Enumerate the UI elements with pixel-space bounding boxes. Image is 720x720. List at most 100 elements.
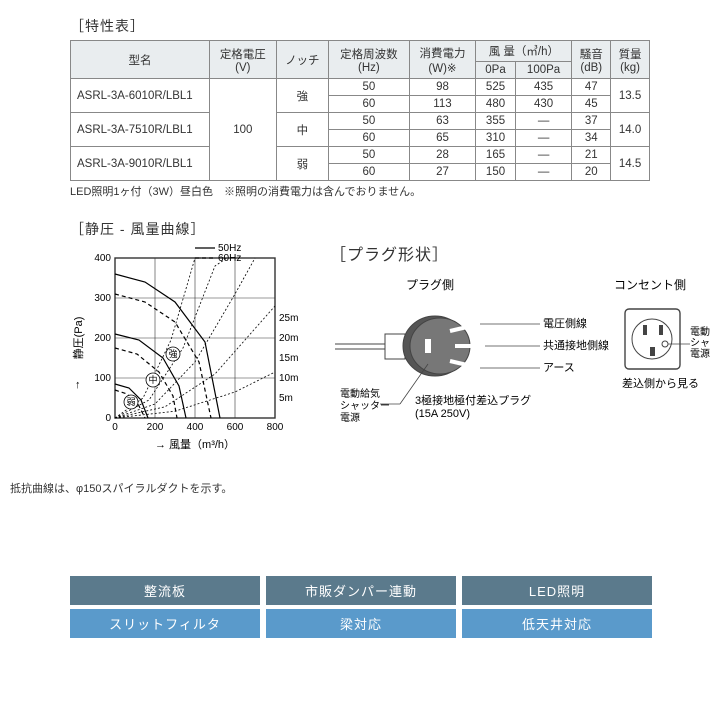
chart-note: 抵抗曲線は、φ150スパイラルダクトを示す。 xyxy=(10,480,320,496)
table-note: LED照明1ヶ付（3W）昼白色 ※照明の消費電力は含んでおりません。 xyxy=(70,183,690,199)
feature-badge: 梁対応 xyxy=(266,609,456,638)
th-voltage: 定格電圧 (V) xyxy=(210,41,277,79)
svg-text:シャッター: シャッター xyxy=(690,337,710,349)
data-cell: 435 xyxy=(515,79,572,96)
th-model: 型名 xyxy=(71,41,210,79)
weight-cell: 14.0 xyxy=(611,113,650,147)
plug-title: ［プラグ形状］ xyxy=(330,241,710,265)
svg-text:300: 300 xyxy=(94,293,111,304)
data-cell: 310 xyxy=(476,130,515,147)
data-cell: 20 xyxy=(572,164,611,181)
th-noise: 騒音 (dB) xyxy=(572,41,611,79)
data-cell: 60 xyxy=(329,164,410,181)
data-cell: 113 xyxy=(409,96,476,113)
notch-cell: 中 xyxy=(276,113,328,147)
data-cell: 525 xyxy=(476,79,515,96)
svg-text:10m: 10m xyxy=(279,373,298,384)
data-cell: 60 xyxy=(329,96,410,113)
data-cell: — xyxy=(515,130,572,147)
model-cell: ASRL-3A-6010R/LBL1 xyxy=(71,79,210,113)
plug-diagram: プラグ側コンセント側電圧側線共通接地側線アース電動給気シャッター電源3極接地極付… xyxy=(330,269,710,459)
data-cell: 63 xyxy=(409,113,476,130)
th-airflow-0: 0Pa xyxy=(476,62,515,79)
svg-text:0: 0 xyxy=(112,422,118,433)
th-notch: ノッチ xyxy=(276,41,328,79)
feature-badge: 低天井対応 xyxy=(462,609,652,638)
th-airflow: 風 量（㎥/h） xyxy=(476,41,572,62)
svg-text:アース: アース xyxy=(543,362,575,374)
svg-text:600: 600 xyxy=(227,422,244,433)
svg-text:100: 100 xyxy=(94,373,111,384)
notch-cell: 強 xyxy=(276,79,328,113)
data-cell: 50 xyxy=(329,147,410,164)
svg-text:電動給気: 電動給気 xyxy=(340,387,380,400)
th-airflow-100: 100Pa xyxy=(515,62,572,79)
data-cell: 45 xyxy=(572,96,611,113)
data-cell: 50 xyxy=(329,79,410,96)
svg-text:400: 400 xyxy=(94,253,111,264)
data-cell: — xyxy=(515,113,572,130)
svg-text:(15A 250V): (15A 250V) xyxy=(415,408,470,420)
svg-text:電動給気: 電動給気 xyxy=(690,325,710,338)
svg-text:25m: 25m xyxy=(279,313,298,324)
feature-badge: 市販ダンパー連動 xyxy=(266,576,456,605)
svg-text:200: 200 xyxy=(147,422,164,433)
data-cell: 21 xyxy=(572,147,611,164)
model-cell: ASRL-3A-9010R/LBL1 xyxy=(71,147,210,181)
svg-text:60Hz: 60Hz xyxy=(218,253,241,264)
svg-text:共通接地側線: 共通接地側線 xyxy=(543,338,609,352)
svg-text:400: 400 xyxy=(187,422,204,433)
th-weight: 質量 (kg) xyxy=(611,41,650,79)
svg-text:静圧(Pa): 静圧(Pa) xyxy=(71,317,85,360)
svg-text:15m: 15m xyxy=(279,353,298,364)
data-cell: 34 xyxy=(572,130,611,147)
svg-text:シャッター: シャッター xyxy=(340,400,390,412)
data-cell: 27 xyxy=(409,164,476,181)
svg-text:↑: ↑ xyxy=(75,379,81,391)
svg-text:→ 風量（m³/h）: → 風量（m³/h） xyxy=(155,438,235,451)
svg-text:800: 800 xyxy=(267,422,284,433)
data-cell: 355 xyxy=(476,113,515,130)
data-cell: 150 xyxy=(476,164,515,181)
data-cell: — xyxy=(515,164,572,181)
svg-text:中: 中 xyxy=(148,374,157,385)
data-cell: 480 xyxy=(476,96,515,113)
svg-text:プラグ側: プラグ側 xyxy=(406,278,454,292)
svg-text:電源: 電源 xyxy=(340,411,360,424)
feature-badges: 整流板市販ダンパー連動LED照明 スリットフィルタ梁対応低天井対応 xyxy=(70,576,690,638)
svg-text:0: 0 xyxy=(105,413,111,424)
svg-text:200: 200 xyxy=(94,333,111,344)
weight-cell: 13.5 xyxy=(611,79,650,113)
th-freq: 定格周波数 (Hz) xyxy=(329,41,410,79)
data-cell: 430 xyxy=(515,96,572,113)
spec-table: 型名 定格電圧 (V) ノッチ 定格周波数 (Hz) 消費電力 (W)※ 風 量… xyxy=(70,40,650,181)
model-cell: ASRL-3A-7510R/LBL1 xyxy=(71,113,210,147)
data-cell: 165 xyxy=(476,147,515,164)
svg-text:弱: 弱 xyxy=(126,397,135,407)
svg-text:電圧側線: 電圧側線 xyxy=(543,316,587,330)
data-cell: — xyxy=(515,147,572,164)
data-cell: 28 xyxy=(409,147,476,164)
svg-text:差込側から見る: 差込側から見る xyxy=(622,376,699,390)
pressure-airflow-chart: 0 200 400 600 800 0 100 200 300 400 5m 10m 15m 20m 25m… xyxy=(70,243,320,473)
data-cell: 50 xyxy=(329,113,410,130)
data-cell: 98 xyxy=(409,79,476,96)
svg-text:3極接地極付差込プラグ: 3極接地極付差込プラグ xyxy=(415,393,531,407)
spec-table-title: ［特性表］ xyxy=(70,16,690,36)
data-cell: 47 xyxy=(572,79,611,96)
svg-text:コンセント側: コンセント側 xyxy=(614,278,686,292)
feature-badge: スリットフィルタ xyxy=(70,609,260,638)
svg-text:電源: 電源 xyxy=(690,347,710,360)
data-cell: 60 xyxy=(329,130,410,147)
notch-cell: 弱 xyxy=(276,147,328,181)
weight-cell: 14.5 xyxy=(611,147,650,181)
th-power: 消費電力 (W)※ xyxy=(409,41,476,79)
svg-text:5m: 5m xyxy=(279,393,293,404)
svg-text:強: 強 xyxy=(168,348,177,359)
data-cell: 37 xyxy=(572,113,611,130)
svg-text:20m: 20m xyxy=(279,333,298,344)
chart-title: ［静圧 - 風量曲線］ xyxy=(70,219,320,239)
feature-badge: 整流板 xyxy=(70,576,260,605)
feature-badge: LED照明 xyxy=(462,576,652,605)
voltage-cell: 100 xyxy=(210,79,277,181)
